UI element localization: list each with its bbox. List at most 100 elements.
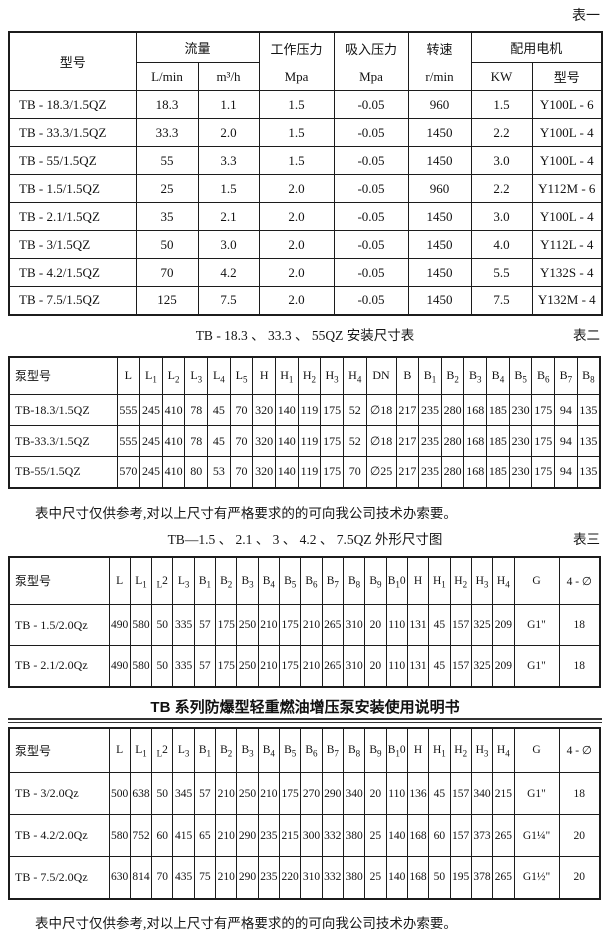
cell-value: 245 bbox=[139, 456, 163, 488]
cell-value: 20 bbox=[364, 604, 387, 646]
column-header: B7 bbox=[321, 727, 344, 773]
cell-value: 125 bbox=[135, 286, 199, 315]
cell-value: 814 bbox=[129, 856, 153, 899]
cell-value: ∅18 bbox=[365, 394, 397, 426]
outline-table-caption-line: TB—1.5 、 2.1 、 3 、 4.2 、 7.5QZ 外形尺寸图 表三 bbox=[8, 528, 602, 548]
cell-value: 217 bbox=[395, 425, 420, 457]
cell-value: 50 bbox=[135, 230, 199, 259]
cell-value: 157 bbox=[449, 772, 472, 815]
cell-value: 435 bbox=[172, 856, 195, 899]
cell-value: G1" bbox=[513, 604, 560, 646]
cell-value: Y100L - 6 bbox=[531, 90, 603, 119]
cell-value: 1.5 bbox=[258, 118, 335, 147]
cell-value: 4.2 bbox=[197, 258, 260, 287]
table-row: TB - 33.3/1.5QZ 33.3 2.0 1.5 -0.05 1450 2.2 Y10… bbox=[8, 118, 603, 147]
cell-value: 45 bbox=[428, 604, 451, 646]
cell-value: 265 bbox=[321, 645, 344, 687]
cell-value: 490 bbox=[108, 645, 131, 687]
cell-value: -0.05 bbox=[333, 258, 409, 287]
cell-value: 1.1 bbox=[197, 90, 260, 119]
cell-value: 20 bbox=[558, 814, 601, 857]
outline-table-body: TB - 1.5/2.0Qz 490 580 50 335 57 175 250 210 175 2… bbox=[8, 604, 601, 687]
column-header: B6 bbox=[531, 356, 556, 395]
cell-value: 250 bbox=[236, 604, 259, 646]
cell-value: 140 bbox=[385, 814, 408, 857]
column-header: L3 bbox=[172, 727, 195, 773]
cell-value: 140 bbox=[274, 425, 299, 457]
cell-value: 50 bbox=[151, 604, 174, 646]
cell-value: 960 bbox=[407, 174, 472, 203]
cell-value: 57 bbox=[193, 604, 217, 646]
cell-value: Y100L - 4 bbox=[531, 146, 603, 175]
cell-value: 310 bbox=[300, 856, 323, 899]
cell-value: 175 bbox=[531, 425, 556, 457]
cell-value: Y132M - 4 bbox=[531, 286, 603, 315]
cell-value: G1" bbox=[513, 772, 560, 815]
column-header: B3 bbox=[236, 727, 259, 773]
cell-value: 168 bbox=[463, 394, 488, 426]
manual-table-header: 泵型号 L L1 L2 L3 B1 B2 B3 B4 B5 B6 B7 B8 B9 B10 H H1 H2 H3 H4… bbox=[8, 727, 601, 773]
cell-value: 53 bbox=[207, 456, 231, 488]
cell-value: 280 bbox=[440, 456, 465, 488]
cell-value: 235 bbox=[418, 425, 442, 457]
table-row: TB - 4.2/2.0Qz 580 752 60 415 65 210 290 235 215 3… bbox=[8, 814, 601, 857]
cell-value: 168 bbox=[406, 856, 430, 899]
cell-value: 52 bbox=[342, 394, 367, 426]
cell-value: 110 bbox=[385, 645, 408, 687]
column-header: H3 bbox=[320, 356, 344, 395]
column-header: H2 bbox=[449, 727, 472, 773]
cell-value: 94 bbox=[554, 394, 578, 426]
cell-value: 55 bbox=[135, 146, 199, 175]
cell-pump-model: TB - 3/2.0Qz bbox=[8, 772, 110, 815]
cell-value: 1450 bbox=[407, 230, 472, 259]
header-model: 型号 bbox=[8, 31, 137, 91]
cell-value: 325 bbox=[470, 645, 494, 687]
cell-value: 35 bbox=[135, 202, 199, 231]
cell-value: 175 bbox=[531, 394, 556, 426]
cell-value: 630 bbox=[108, 856, 131, 899]
cell-value: 175 bbox=[320, 456, 344, 488]
cell-value: Y112M - 6 bbox=[531, 174, 603, 203]
cell-value: 140 bbox=[274, 394, 299, 426]
table-row: TB - 2.1/1.5QZ 35 2.1 2.0 -0.05 1450 3.0 Y100L … bbox=[8, 202, 603, 231]
cell-value: 320 bbox=[252, 425, 276, 457]
cell-value: 580 bbox=[108, 814, 131, 857]
cell-value: 80 bbox=[184, 456, 209, 488]
table-row: TB - 1.5/1.5QZ 25 1.5 2.0 -0.05 960 2.2 Y112M -… bbox=[8, 174, 603, 203]
column-header: L1 bbox=[139, 356, 163, 395]
column-header: B bbox=[395, 356, 420, 395]
double-rule-divider bbox=[8, 717, 602, 723]
column-header: B2 bbox=[215, 556, 238, 605]
column-header: B5 bbox=[508, 356, 533, 395]
cell-value: 175 bbox=[531, 456, 556, 488]
cell-value: 570 bbox=[116, 456, 141, 488]
column-header: L2 bbox=[161, 356, 186, 395]
cell-value: 70 bbox=[151, 856, 174, 899]
cell-value: 210 bbox=[215, 856, 238, 899]
column-header: H1 bbox=[274, 356, 299, 395]
column-header: L1 bbox=[129, 556, 153, 605]
header-flow-m3h: m³/h bbox=[197, 62, 260, 91]
cell-pump-model: TB - 7.5/1.5QZ bbox=[8, 286, 137, 315]
cell-value: Y132S - 4 bbox=[531, 258, 603, 287]
column-header: B9 bbox=[364, 727, 387, 773]
cell-value: G1" bbox=[513, 645, 560, 687]
cell-value: 960 bbox=[407, 90, 472, 119]
cell-value: 185 bbox=[486, 394, 510, 426]
column-header: L bbox=[108, 727, 131, 773]
manual-table-body: TB - 3/2.0Qz 500 638 50 345 57 210 250 210 175 270… bbox=[8, 772, 601, 899]
column-header: B10 bbox=[385, 556, 408, 605]
cell-value: 230 bbox=[508, 394, 533, 426]
cell-value: 235 bbox=[418, 456, 442, 488]
column-header: B2 bbox=[215, 727, 238, 773]
outline-dimension-table: 泵型号 L L1 L2 L3 B1 B2 B3 B4 B5 B6 B7 B8 B9 B10 H H1 H2 H3 H4… bbox=[8, 555, 601, 688]
cell-value: 2.0 bbox=[258, 258, 335, 287]
header-motor-model: 型号 bbox=[531, 62, 603, 91]
cell-value: 3.0 bbox=[197, 230, 260, 259]
install-dimension-table: 泵型号 L L1 L2 L3 L4 L5 H H1 H2 H3 H4 DN B B1 B2 B3 B4 B5 B6 B7… bbox=[8, 355, 601, 489]
column-header: B8 bbox=[342, 727, 366, 773]
column-header: B1 bbox=[418, 356, 442, 395]
cell-value: 52 bbox=[342, 425, 367, 457]
cell-value: 50 bbox=[151, 772, 174, 815]
cell-value: 2.0 bbox=[258, 174, 335, 203]
